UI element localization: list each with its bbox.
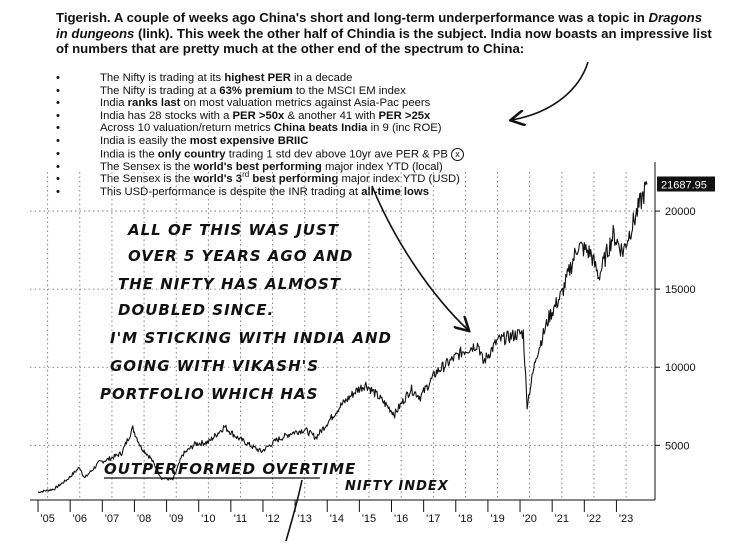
arrow-to-list bbox=[512, 61, 589, 120]
x-tick-label: '16 bbox=[394, 513, 408, 525]
x-tick-label: '22 bbox=[587, 513, 601, 525]
handwritten-line: OVER 5 YEARS AGO AND bbox=[128, 247, 353, 265]
intro-paragraph: Tigerish. A couple of weeks ago China's … bbox=[56, 10, 712, 56]
x-tick-label: '18 bbox=[458, 513, 472, 525]
x-tick-label: '15 bbox=[362, 513, 376, 525]
x-tick-label: '05 bbox=[41, 513, 55, 525]
x-tick-label: '11 bbox=[234, 513, 248, 525]
x-tick-label: '06 bbox=[73, 513, 87, 525]
handwritten-line: I'M STICKING WITH INDIA AND bbox=[110, 329, 392, 347]
handwritten-line: PORTFOLIO WHICH HAS bbox=[100, 385, 318, 403]
bullet-item: The Nifty is trading at its highest PER … bbox=[56, 72, 464, 85]
nifty-line bbox=[37, 180, 648, 494]
bullet-item: This USD-performance is despite the INR … bbox=[56, 186, 464, 199]
last-value-box bbox=[657, 176, 715, 192]
bullet-item: The Nifty is trading at a 63% premium to… bbox=[56, 85, 464, 98]
x-tick-label: '09 bbox=[169, 513, 183, 525]
x-tick-label: '21 bbox=[555, 513, 569, 525]
x-tick-label: '20 bbox=[523, 513, 537, 525]
x-tick-label: '17 bbox=[426, 513, 440, 525]
handwritten-line: DOUBLED SINCE. bbox=[118, 301, 274, 319]
bullet-item: The Sensex is the world's 3rd best perfo… bbox=[56, 171, 464, 186]
x-tick-label: '13 bbox=[298, 513, 312, 525]
bullet-item: The Sensex is the world's best performin… bbox=[56, 161, 464, 174]
x-tick-label: '14 bbox=[330, 513, 344, 525]
hand-stroke bbox=[285, 479, 303, 542]
handwritten-line: THE NIFTY HAS ALMOST bbox=[118, 275, 342, 293]
bullet-item: Across 10 valuation/return metrics China… bbox=[56, 122, 464, 135]
y-tick-label: 15000 bbox=[665, 284, 696, 296]
chart-grid bbox=[30, 172, 655, 500]
handwritten-line: ALL OF THIS WAS JUST bbox=[127, 221, 340, 239]
chart-series bbox=[37, 180, 648, 494]
y-tick-label: 10000 bbox=[665, 362, 696, 374]
handwritten-line: GOING WITH VIKASH'S bbox=[110, 357, 319, 375]
bullet-item: India ranks last on most valuation metri… bbox=[56, 97, 464, 110]
bullet-item: India is the only country trading 1 std … bbox=[56, 147, 465, 161]
handwritten-annotations: ALL OF THIS WAS JUST OVER 5 YEARS AGO AND… bbox=[100, 221, 449, 494]
bullet-item: India has 28 stocks with a PER >50x & an… bbox=[56, 110, 464, 123]
chart-labels: 5000 10000 15000 20000 '05 '06 '07 '08 '09 '10 '11… bbox=[41, 176, 715, 525]
x-tick-label: '19 bbox=[490, 513, 504, 525]
x-tick-label: '10 bbox=[201, 513, 215, 525]
y-tick-label: 5000 bbox=[665, 440, 689, 452]
handwritten-nifty-label: NIFTY INDEX bbox=[345, 479, 449, 494]
chart-axes bbox=[30, 162, 660, 512]
bullet-item: India is easily the most expensive BRIIC bbox=[56, 135, 464, 148]
last-value-label: 21687.95 bbox=[661, 179, 707, 191]
arrow-to-chart bbox=[371, 185, 468, 330]
x-tick-label: '07 bbox=[105, 513, 119, 525]
x-tick-label: '08 bbox=[137, 513, 151, 525]
article-link-title[interactable]: Dragons in dungeons bbox=[56, 10, 703, 41]
handwritten-line: OUTPERFORMED OVERTIME bbox=[104, 460, 356, 478]
x-tick-label: '23 bbox=[619, 513, 633, 525]
y-tick-label: 20000 bbox=[665, 206, 696, 218]
bullet-list: The Nifty is trading at its highest PER … bbox=[56, 72, 465, 199]
x-tick-label: '12 bbox=[265, 513, 279, 525]
